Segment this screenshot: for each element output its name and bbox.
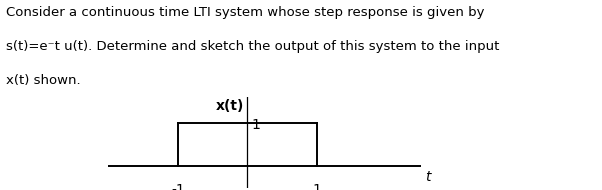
Text: t: t bbox=[425, 170, 430, 184]
Text: x(t) shown.: x(t) shown. bbox=[6, 74, 81, 87]
Text: x(t): x(t) bbox=[216, 99, 244, 113]
Text: 1: 1 bbox=[252, 118, 261, 132]
Text: 1: 1 bbox=[312, 183, 321, 190]
Text: s(t)=e⁻t u(t). Determine and sketch the output of this system to the input: s(t)=e⁻t u(t). Determine and sketch the … bbox=[6, 40, 500, 53]
Text: Consider a continuous time LTI system whose step response is given by: Consider a continuous time LTI system wh… bbox=[6, 6, 485, 19]
Text: -1: -1 bbox=[171, 183, 185, 190]
